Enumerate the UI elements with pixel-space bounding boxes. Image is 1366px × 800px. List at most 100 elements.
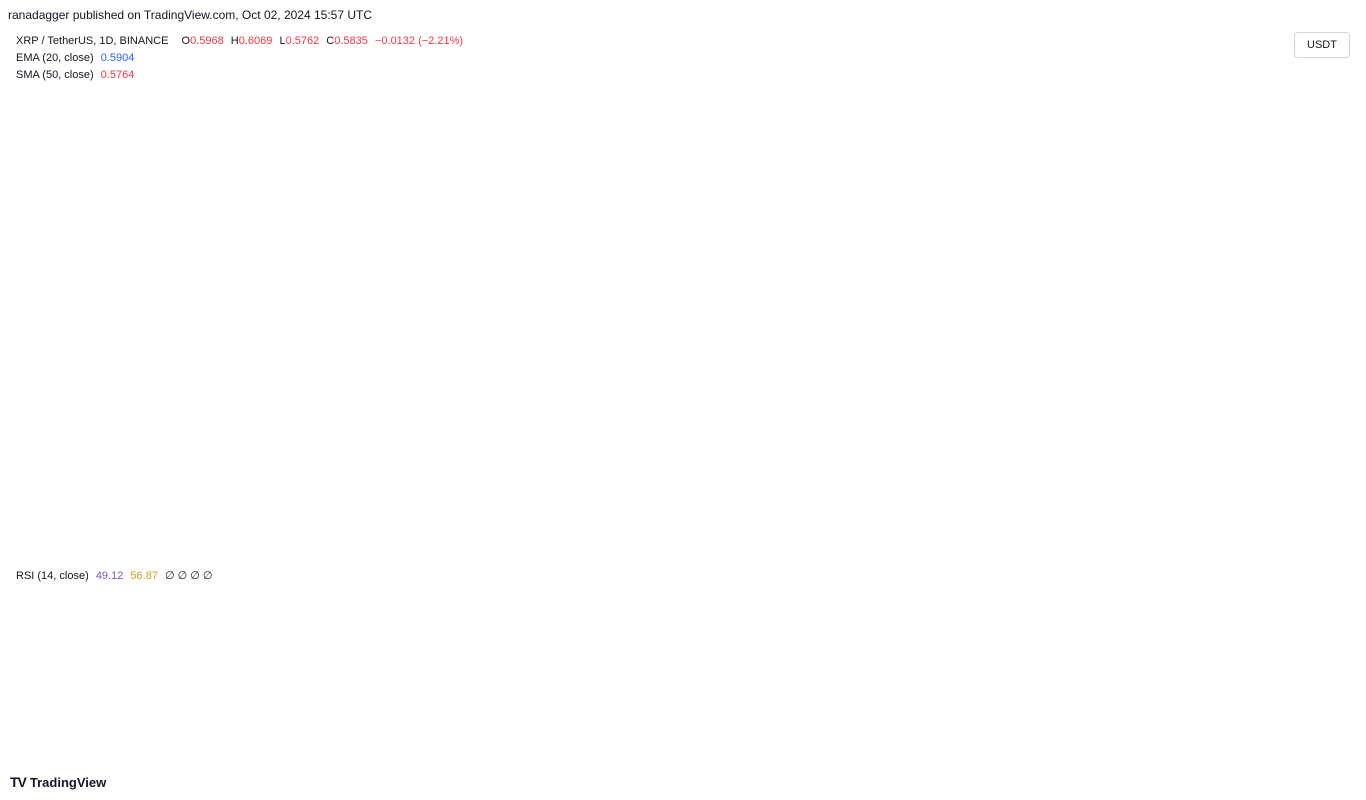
- candle-body: [872, 230, 876, 244]
- candle-body: [597, 335, 601, 344]
- sma-legend-value: 0.5764: [100, 69, 135, 81]
- candle-body: [967, 269, 971, 273]
- ohlc-high: 0.6069: [238, 35, 273, 47]
- tradingview-brand[interactable]: TV TradingView: [10, 774, 106, 790]
- candle-body: [322, 219, 326, 224]
- candle-body: [257, 219, 261, 225]
- candle-body: [452, 348, 456, 350]
- candle-body: [837, 223, 841, 231]
- candle-body: [507, 359, 511, 363]
- candle-body: [222, 219, 226, 228]
- candle-body: [637, 375, 641, 378]
- rsi-ma-tag: RSI-based MA: [1217, 630, 1282, 641]
- candle-body: [527, 348, 531, 356]
- candle-body: [1067, 309, 1071, 316]
- ema-tag-bg: [1258, 241, 1288, 257]
- candle-body: [682, 388, 686, 392]
- candle-body: [287, 245, 291, 265]
- time-tick-label: Mar: [35, 745, 54, 757]
- candle-body: [382, 329, 386, 363]
- candle-body: [32, 302, 36, 312]
- candle-body: [707, 404, 711, 409]
- candle-body: [812, 216, 816, 231]
- candle-body: [937, 243, 941, 257]
- candle-body: [687, 391, 691, 396]
- candle-body: [427, 348, 431, 363]
- rsi-ma-tag-bg: [1212, 626, 1288, 642]
- rsi-tick-label: 40.00: [1300, 679, 1328, 691]
- ohlc-close: 0.5835: [334, 35, 368, 47]
- candle-body: [182, 243, 186, 250]
- candle-body: [12, 305, 16, 309]
- ema-value: 0.5904: [1297, 244, 1332, 256]
- sma-value: 0.5764: [1297, 307, 1332, 319]
- level-price-label-bg: [1290, 485, 1338, 503]
- candle-body: [72, 210, 76, 258]
- candle-body: [92, 170, 96, 211]
- candle-body: [1137, 256, 1141, 270]
- candle-body: [242, 206, 246, 212]
- candle-body: [342, 263, 346, 316]
- candle-body: [532, 355, 536, 363]
- candle-body: [947, 269, 951, 277]
- candle-body: [187, 208, 191, 250]
- candle-body: [1147, 190, 1151, 211]
- price-labels: 0.7373 0.6400 0.5452 0.4600 0.4100 EMA 0.5904 X…: [1212, 53, 1338, 667]
- rsi-ma-legend-value: 56.87: [130, 570, 158, 582]
- candle-body: [822, 243, 826, 250]
- candle-body: [587, 332, 591, 343]
- candle-body: [432, 351, 436, 363]
- ema-tag: EMA: [1262, 245, 1284, 256]
- candle-body: [892, 197, 896, 217]
- candle-body: [1077, 256, 1081, 264]
- symbol-tag-bg: [1235, 258, 1288, 274]
- candle-body: [1152, 210, 1156, 224]
- sma-legend-label: SMA (50, close): [16, 69, 94, 81]
- candle-body: [642, 375, 646, 389]
- candle-body: [952, 266, 956, 277]
- candle-body: [132, 111, 136, 125]
- candle-body: [987, 236, 991, 244]
- rsi-legend[interactable]: RSI (14, close) 49.12 56.87 ∅ ∅ ∅ ∅: [16, 569, 213, 582]
- rsi-tag-bg: [1264, 650, 1288, 666]
- sma-tag: SMA:MA: [1243, 308, 1284, 319]
- candle-body: [17, 305, 21, 307]
- candle-body: [747, 447, 751, 462]
- sma-legend[interactable]: SMA (50, close) 0.5764: [16, 69, 134, 81]
- candle-body: [1097, 256, 1101, 264]
- candle-body: [1002, 236, 1006, 244]
- candle-body: [52, 243, 56, 273]
- candle-body: [352, 375, 356, 396]
- candle-body: [622, 329, 626, 339]
- candle-body: [327, 219, 331, 228]
- bar-countdown: 08:02:30: [1295, 289, 1334, 300]
- candle-body: [1102, 263, 1106, 265]
- axes: 0.7000 0.6500 0.5000 0.4500 0.4000 80.00 70.00…: [35, 106, 1347, 757]
- symbol-title[interactable]: XRP / TetherUS, 1D, BINANCE: [16, 35, 169, 47]
- candle-body: [302, 236, 306, 244]
- candle-body: [552, 332, 556, 336]
- last-price-change: +6.28%: [1297, 276, 1331, 287]
- level-price-label-bg: [1290, 306, 1338, 325]
- candle-body: [1032, 263, 1036, 277]
- currency-unit-button[interactable]: USDT: [1294, 32, 1350, 58]
- candle-body: [162, 216, 166, 237]
- candle-body: [362, 368, 366, 382]
- candle-body: [407, 335, 411, 352]
- ema-legend[interactable]: EMA (20, close) 0.5904: [16, 52, 134, 64]
- rsi-pane: [10, 573, 1286, 741]
- candle-body: [577, 322, 581, 330]
- candle-body: [1107, 256, 1111, 264]
- annotations: Uptrend line: [896, 453, 1183, 556]
- candle-body: [462, 285, 466, 316]
- candle-body: [887, 197, 891, 211]
- candle-body: [792, 335, 796, 363]
- candle-body: [1092, 256, 1096, 270]
- time-tick-label: Jun: [495, 745, 513, 757]
- candle-body: [607, 329, 611, 339]
- rsi-band-fill: [10, 593, 1286, 714]
- candle-body: [702, 398, 706, 405]
- ohlc-o-label: O: [181, 35, 191, 47]
